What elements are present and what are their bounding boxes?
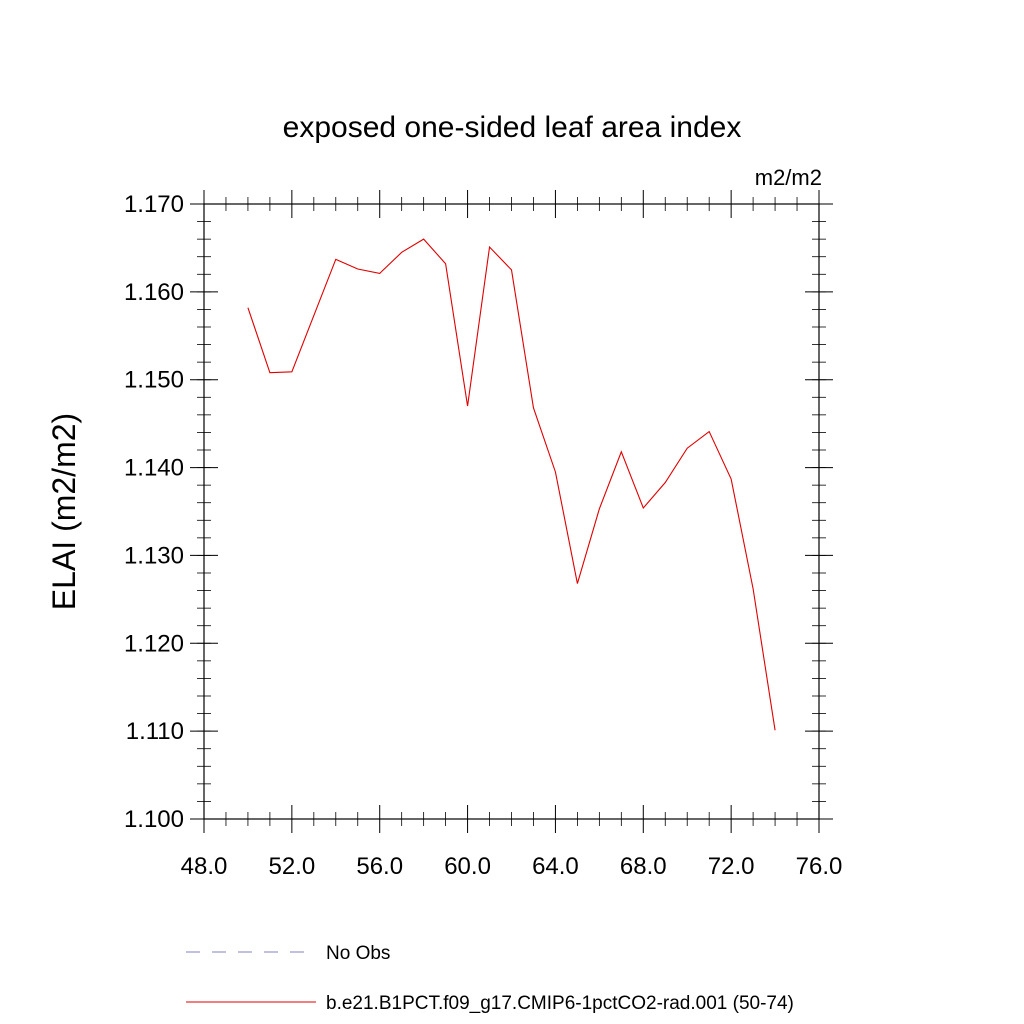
legend-label-1: b.e21.B1PCT.f09_g17.CMIP6-1pctCO2-rad.00… [326,993,794,1014]
minor-ticks [197,197,826,826]
units-label: m2/m2 [755,165,822,190]
tick-labels: 1.100 1.110 1.120 1.130 1.140 1.150 1.160 1.170… [124,191,842,880]
chart-title: exposed one-sided leaf area index [283,111,742,144]
legend: No Obs b.e21.B1PCT.f09_g17.CMIP6-1pctCO2-… [186,943,794,1014]
series-line-1 [247,238,776,731]
y-tick-label: 1.100 [124,806,184,833]
major-ticks [190,190,833,833]
y-tick-label: 1.130 [124,542,184,569]
x-tick-label: 56.0 [356,853,403,880]
series-layer [247,238,776,731]
plot-frame [203,203,820,820]
x-tick-label: 48.0 [181,853,228,880]
x-tick-label: 72.0 [708,853,755,880]
y-tick-label: 1.140 [124,455,184,482]
x-tick-label: 52.0 [268,853,315,880]
y-tick-label: 1.170 [124,191,184,218]
x-tick-label: 60.0 [444,853,491,880]
y-tick-label: 1.110 [126,718,184,745]
legend-label-0: No Obs [326,943,390,964]
y-tick-label: 1.120 [124,630,184,657]
y-tick-label: 1.160 [124,279,184,306]
x-tick-label: 76.0 [796,853,843,880]
x-tick-label: 64.0 [532,853,579,880]
y-axis-label: ELAI (m2/m2) [46,413,82,610]
y-tick-label: 1.150 [124,367,184,394]
x-tick-label: 68.0 [620,853,667,880]
